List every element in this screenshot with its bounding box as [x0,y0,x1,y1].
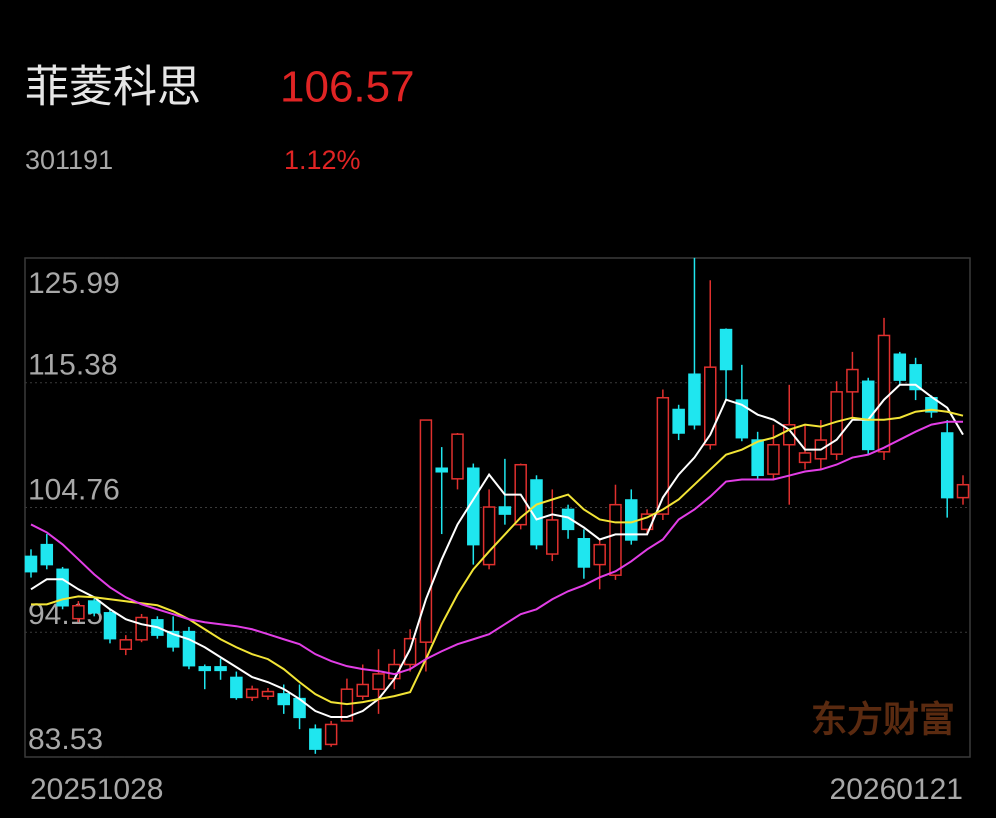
candle-body [309,728,322,750]
candle-body [656,396,670,515]
candle-body [893,353,907,381]
moving-average-line [30,383,964,719]
candle-body [372,673,385,690]
candle-body [751,439,764,477]
candle-body [166,630,180,648]
candle-body [561,508,575,531]
change-percent: 1.12% [284,145,361,175]
y-tick-label: 115.38 [28,349,118,382]
watermark: 东方财富 [811,699,955,740]
candle-body [245,688,259,699]
candle-body [277,693,290,706]
candle-body [482,506,496,566]
candle-body [451,433,464,480]
candle-body [198,666,212,672]
candle-body [861,380,875,451]
candle-body [940,432,954,499]
candle-body [87,600,101,614]
stock-price: 106.57 [280,63,415,112]
candle-body [498,506,512,515]
moving-average-line [30,420,963,676]
candle-body [356,683,369,697]
candle-body [72,604,85,620]
candle-body [214,666,227,672]
candle-body [403,637,417,666]
candle-body [767,443,780,475]
candle-body [261,690,275,697]
candle-body [24,555,38,573]
candle-body [103,612,117,640]
candle-body [735,399,749,439]
stock-name: 菲菱科思 [25,63,201,112]
candle-body [782,424,796,446]
candle-body [577,538,591,568]
candle-body [909,364,922,391]
y-tick-label: 104.76 [28,473,120,506]
candle-body [956,483,970,499]
x-tick-label: 20260121 [830,773,963,806]
candle-body [704,366,717,446]
candle-body [119,639,133,650]
candle-body [877,334,891,453]
candle-body [324,723,338,746]
candle-body [593,543,606,566]
candle-body [230,676,243,699]
candle-body [135,616,148,641]
x-tick-label: 20251028 [30,773,163,806]
candle-body [609,503,622,576]
candle-body [672,408,685,434]
candle-body [182,630,196,667]
candle-body [40,543,54,566]
candle-body [719,328,733,371]
y-tick-label: 83.53 [28,723,103,756]
candle-body [688,373,701,426]
candle-body [435,467,448,473]
candle-body [56,568,69,607]
stock-code: 301191 [25,145,113,175]
candle-body [419,419,433,643]
candle-body [546,519,559,555]
candle-body [798,452,812,464]
y-tick-label: 125.99 [28,267,120,300]
candle-body [846,368,859,393]
